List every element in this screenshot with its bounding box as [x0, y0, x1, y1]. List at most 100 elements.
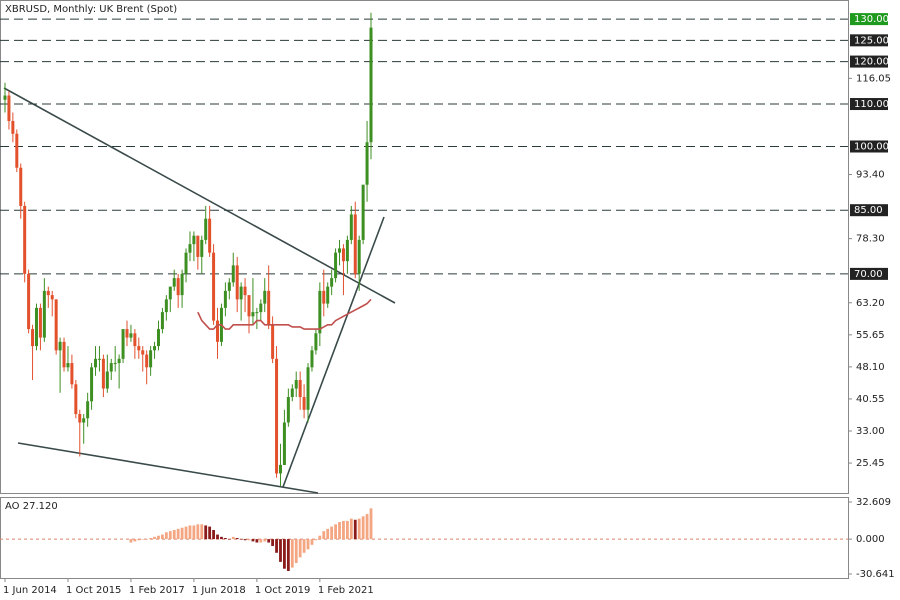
ao-bar [223, 537, 227, 540]
y-tick-label: 40.55 [856, 394, 885, 405]
candle-body [275, 358, 279, 474]
level-box [850, 98, 888, 111]
ao-bar [326, 528, 330, 540]
candle-body [290, 388, 294, 398]
y-tick-label: 93.40 [856, 170, 885, 181]
candle-body [227, 282, 231, 291]
ao-bar [137, 539, 141, 541]
level-label: 85.00 [854, 205, 883, 216]
candle-body [200, 239, 204, 257]
candle-body [78, 414, 82, 423]
ao-bar [157, 535, 160, 540]
ao-bar [275, 539, 278, 553]
ao-bar [231, 536, 235, 540]
ao-bar [294, 539, 298, 564]
candle-body [11, 121, 15, 134]
ao-bar [235, 537, 239, 540]
candle-body [137, 346, 141, 351]
y-tick-label: 48.10 [856, 362, 885, 373]
ao-bar [204, 525, 208, 540]
y-tick-label: 0.000 [856, 534, 885, 545]
candle-body [365, 142, 369, 185]
candle-body [271, 324, 275, 359]
candle-body [294, 380, 298, 389]
candle-body [306, 367, 310, 410]
ao-bar [365, 514, 369, 540]
ao-bar [161, 534, 164, 540]
ao-bar [263, 539, 267, 542]
candle-body [334, 252, 338, 279]
level-label: 100.00 [854, 141, 889, 152]
candle-body [97, 358, 101, 360]
ao-bar [310, 539, 314, 545]
candle-body [62, 341, 66, 368]
ao-bar [267, 539, 271, 543]
ao-bar [322, 531, 326, 540]
moving-average [197, 298, 372, 330]
candle-body [23, 205, 27, 274]
trendline [17, 442, 319, 494]
ao-bar [286, 539, 290, 571]
ao-bar [338, 522, 341, 540]
candle-body [164, 299, 168, 313]
ao-bar [251, 539, 255, 542]
candle-body [263, 290, 267, 304]
candle-body [46, 290, 50, 296]
candle-body [168, 286, 172, 300]
level-label: 70.00 [854, 269, 883, 280]
y-tick-label: 55.65 [856, 330, 885, 341]
candle-body [318, 290, 322, 334]
y-tick-label: 116.05 [856, 73, 891, 84]
candle-body [235, 265, 239, 300]
candle-body [58, 341, 62, 351]
price-pane [0, 0, 849, 494]
candle-body [160, 312, 164, 330]
candle-body [101, 358, 105, 389]
candle-body [243, 286, 247, 296]
chart-title: XBRUSD, Monthly: UK Brent (Spot) [5, 4, 177, 15]
ao-bar [318, 535, 322, 540]
candle-body [326, 286, 330, 304]
y-tick-label: 25.45 [856, 458, 885, 469]
candle-body [231, 265, 235, 283]
ao-bar [239, 539, 243, 540]
level-box [850, 204, 888, 217]
candle-body [15, 133, 19, 168]
candle-body [208, 218, 212, 253]
ao-bar [279, 539, 282, 562]
ao-bar [330, 526, 334, 540]
indicator-title: AO 27.120 [5, 501, 58, 512]
ao-bar [141, 539, 145, 540]
candle-body [141, 350, 145, 355]
ao-bar [369, 508, 373, 540]
candle-body [204, 218, 208, 240]
y-tick-label: 63.20 [856, 298, 885, 309]
candle-body [361, 184, 365, 240]
ao-bar [192, 525, 196, 540]
x-tick-label: 1 Oct 2015 [66, 585, 121, 596]
candle-body [286, 397, 290, 423]
ao-bar [200, 524, 204, 540]
candle-body [149, 350, 153, 368]
ao-bar [168, 531, 172, 540]
candle-body [345, 239, 349, 262]
y-tick-label: 78.30 [856, 234, 885, 245]
candle-body [31, 329, 35, 347]
ao-bar [290, 539, 294, 568]
candle-body [349, 214, 353, 240]
ao-bar [259, 539, 263, 543]
candle-body [27, 273, 31, 330]
candle-body [34, 307, 38, 347]
candle-body [278, 464, 282, 474]
ao-bar [176, 528, 180, 540]
candle-body [369, 27, 373, 143]
ao-bar [172, 530, 176, 540]
candle-body [3, 95, 7, 100]
candle-body [302, 397, 306, 410]
level-box [850, 140, 888, 153]
level-label: 125.00 [854, 35, 889, 46]
candle-body [50, 295, 54, 300]
ao-bar [153, 536, 156, 540]
